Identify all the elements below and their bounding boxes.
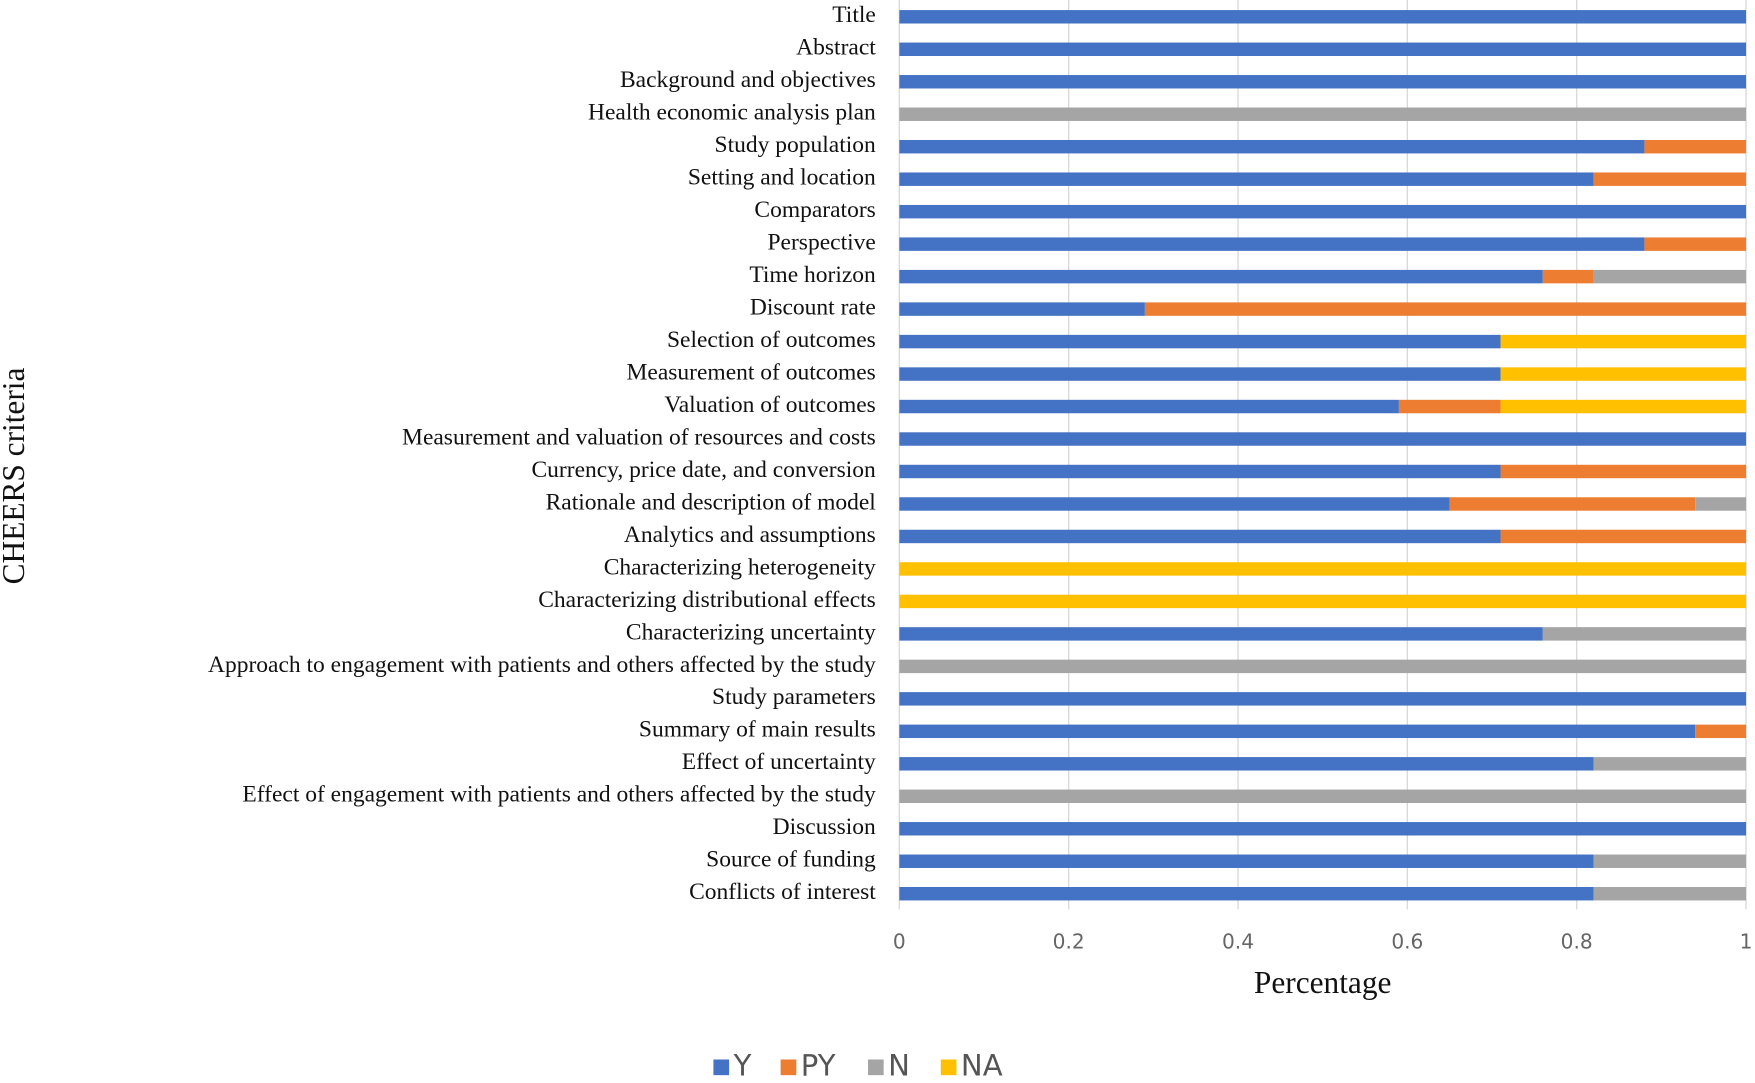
- y-tick-label: Analytics and assumptions: [624, 522, 876, 548]
- legend-swatch: [713, 1059, 730, 1076]
- bar-segment: [1644, 237, 1747, 251]
- y-tick-label: Summary of main results: [639, 717, 876, 743]
- legend-swatch: [780, 1059, 797, 1076]
- bar-segment: [1144, 302, 1747, 316]
- y-tick-label: Rationale and description of model: [546, 489, 877, 515]
- y-tick-label: Approach to engagement with patients and…: [208, 652, 876, 678]
- bar-segment: [899, 659, 1747, 674]
- bar-segment: [899, 107, 1747, 121]
- bar-segment: [899, 822, 1747, 836]
- bar-segment: [899, 204, 1747, 219]
- bar-segment: [899, 529, 1501, 544]
- bar-segment: [1449, 497, 1696, 511]
- bar-segment: [899, 562, 1747, 576]
- bar-segment: [899, 139, 1645, 154]
- bar-segment: [899, 464, 1501, 479]
- y-tick-label: Discussion: [773, 814, 876, 840]
- bar-segment: [899, 432, 1747, 446]
- bar-segment: [1695, 497, 1747, 511]
- x-tick-label: 1: [1740, 930, 1753, 954]
- y-tick-label: Characterizing uncertainty: [626, 619, 876, 645]
- bar-segment: [1542, 627, 1747, 641]
- y-tick-label: Source of funding: [706, 847, 876, 873]
- legend-label: N: [888, 1048, 910, 1082]
- y-tick-label: Measurement and valuation of resources a…: [402, 424, 876, 450]
- y-tick-label: Effect of uncertainty: [682, 749, 876, 775]
- legend-swatch: [867, 1059, 884, 1076]
- bar-segment: [899, 367, 1501, 381]
- legend-label: NA: [961, 1048, 1003, 1082]
- bar-segment: [899, 594, 1747, 609]
- bar-segment: [899, 10, 1747, 24]
- x-axis-title: Percentage: [1254, 965, 1391, 1000]
- bar-segment: [1500, 367, 1747, 381]
- bar-segment: [899, 724, 1696, 739]
- y-tick-label: Characterizing distributional effects: [538, 587, 876, 613]
- bar-segment: [1500, 464, 1747, 479]
- y-tick-label: Comparators: [754, 197, 875, 223]
- y-tick-label: Currency, price date, and conversion: [532, 457, 877, 483]
- y-tick-label: Conflicts of interest: [689, 879, 876, 905]
- bar-segment: [899, 757, 1594, 771]
- bar-segment: [1644, 139, 1747, 154]
- bar-segment: [899, 887, 1594, 901]
- x-tick-label: 0.2: [1053, 930, 1085, 954]
- y-tick-label: Study population: [715, 132, 876, 158]
- y-tick-label: Valuation of outcomes: [664, 392, 875, 418]
- bar-segment: [899, 497, 1450, 511]
- y-tick-label: Setting and location: [688, 165, 876, 191]
- x-tick-label: 0: [893, 930, 906, 954]
- bar-segment: [1398, 399, 1501, 414]
- y-tick-label: Background and objectives: [620, 67, 876, 93]
- bar-segment: [899, 302, 1145, 316]
- y-axis-title: CHEERS criteria: [0, 368, 31, 585]
- bar-segment: [1542, 269, 1594, 284]
- y-tick-label: Perspective: [767, 230, 875, 256]
- bar-segment: [899, 334, 1501, 349]
- bar-segment: [899, 172, 1594, 186]
- bar-segment: [899, 75, 1747, 89]
- x-tick-label: 0.8: [1561, 930, 1593, 954]
- bar-segment: [899, 399, 1399, 414]
- x-tick-label: 0.4: [1222, 930, 1254, 954]
- bar-segment: [1500, 334, 1747, 349]
- y-tick-label: Characterizing heterogeneity: [604, 554, 876, 580]
- x-tick-label: 0.6: [1391, 930, 1423, 954]
- legend-label: PY: [801, 1048, 836, 1082]
- bar-segment: [1593, 172, 1747, 186]
- legend-label: Y: [733, 1048, 752, 1082]
- legend-swatch: [940, 1059, 957, 1076]
- bar-segment: [899, 789, 1747, 804]
- y-tick-label: Measurement of outcomes: [627, 359, 876, 385]
- y-tick-label: Title: [832, 2, 876, 28]
- bar-segment: [899, 269, 1543, 284]
- bar-segment: [899, 42, 1747, 56]
- bar-segment: [899, 854, 1594, 868]
- y-tick-label: Selection of outcomes: [667, 327, 876, 353]
- bar-segment: [1593, 757, 1747, 771]
- bar-segment: [1593, 887, 1747, 901]
- bar-segment: [1593, 269, 1747, 284]
- y-tick-label: Abstract: [796, 35, 876, 61]
- y-tick-label: Discount rate: [750, 294, 876, 320]
- bar-segment: [1593, 854, 1747, 868]
- bar-segment: [1500, 529, 1747, 544]
- bar-segment: [899, 627, 1543, 641]
- bar-segment: [1695, 724, 1747, 739]
- y-tick-label: Effect of engagement with patients and o…: [242, 782, 876, 808]
- y-tick-label: Health economic analysis plan: [588, 100, 876, 126]
- y-tick-label: Time horizon: [749, 262, 876, 288]
- y-tick-label: Study parameters: [712, 684, 876, 710]
- bar-segment: [899, 237, 1645, 251]
- bar-segment: [899, 692, 1747, 706]
- bar-segment: [1500, 399, 1747, 414]
